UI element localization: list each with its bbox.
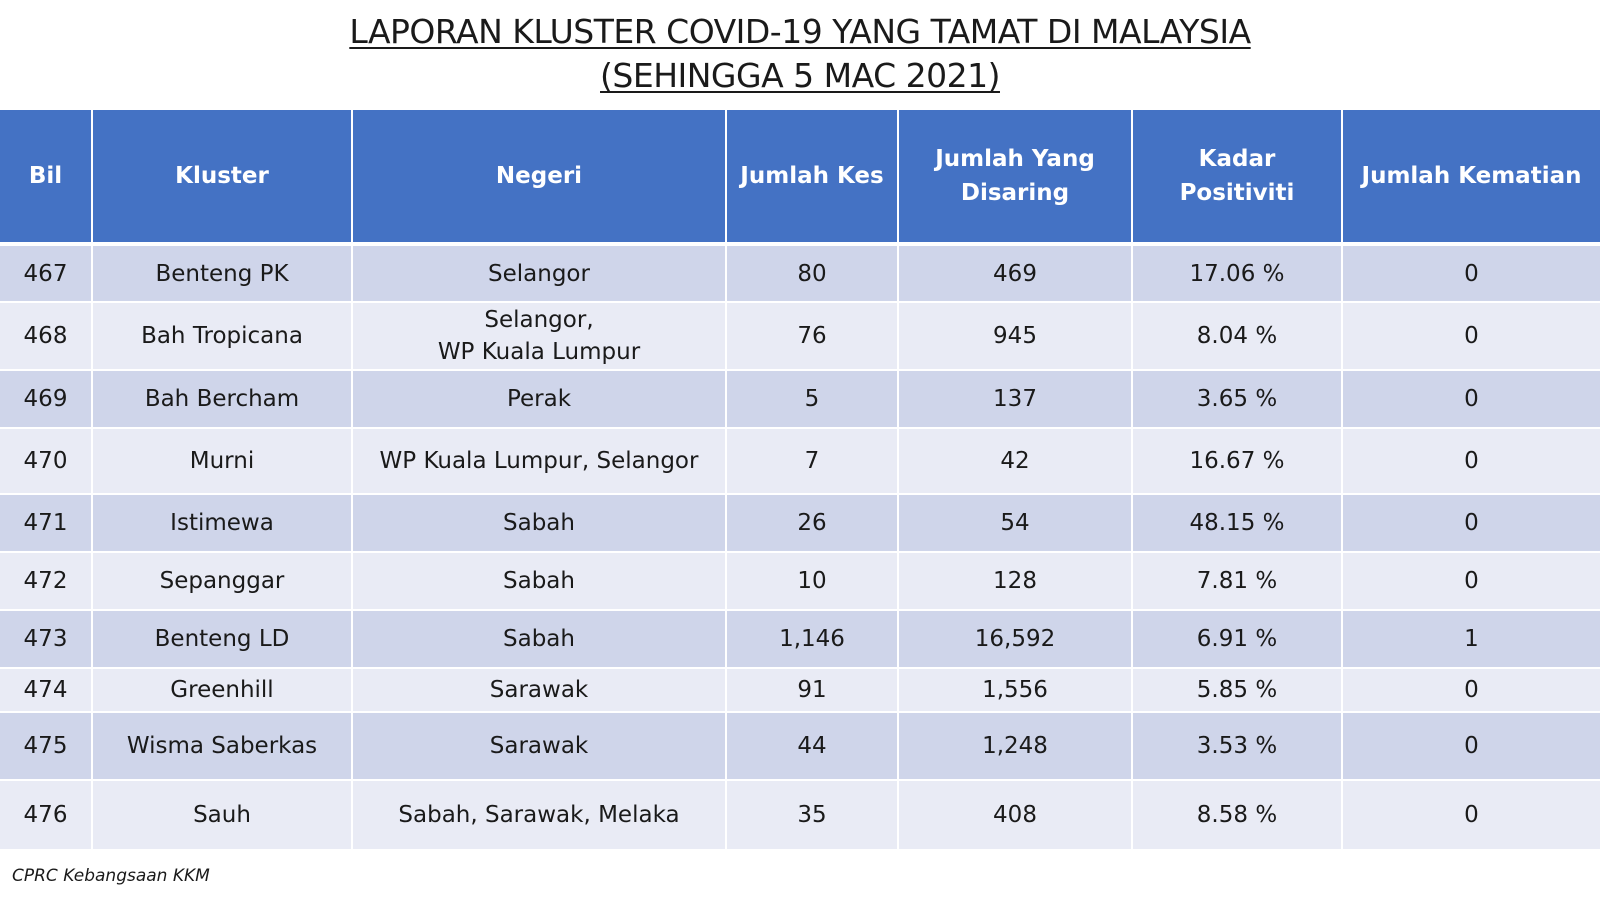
cell-jumlah-kematian: 0 bbox=[1342, 712, 1600, 781]
cell-kluster: Sepanggar bbox=[92, 552, 353, 611]
cell-negeri: Sabah bbox=[352, 552, 727, 611]
cell-bil: 476 bbox=[0, 780, 93, 851]
cell-kadar-positiviti: 17.06 % bbox=[1132, 244, 1343, 303]
cell-jumlah-kematian: 0 bbox=[1342, 668, 1600, 713]
cell-jumlah-kes: 44 bbox=[726, 712, 899, 781]
table-row: 470 Murni WP Kuala Lumpur, Selangor 7 42 16.6… bbox=[0, 428, 1600, 495]
table-row: 473 Benteng LD Sabah 1,146 16,592 6.91 % 1 bbox=[0, 610, 1600, 669]
cell-jumlah-kes: 1,146 bbox=[726, 610, 899, 669]
cell-kluster: Istimewa bbox=[92, 494, 353, 553]
cell-jumlah-kes: 80 bbox=[726, 244, 899, 303]
table-row: 476 Sauh Sabah, Sarawak, Melaka 35 408 8.58 %… bbox=[0, 780, 1600, 851]
cell-bil: 472 bbox=[0, 552, 93, 611]
cell-kluster: Sauh bbox=[92, 780, 353, 851]
cell-kadar-positiviti: 3.65 % bbox=[1132, 370, 1343, 429]
cell-kadar-positiviti: 8.04 % bbox=[1132, 302, 1343, 371]
cell-bil: 475 bbox=[0, 712, 93, 781]
col-header-jumlah-kes: Jumlah Kes bbox=[726, 110, 899, 246]
cell-kluster: Wisma Saberkas bbox=[92, 712, 353, 781]
cell-bil: 467 bbox=[0, 244, 93, 303]
cell-jumlah-kes: 76 bbox=[726, 302, 899, 371]
cell-bil: 470 bbox=[0, 428, 93, 495]
cell-jumlah-kes: 5 bbox=[726, 370, 899, 429]
cell-jumlah-disaring: 408 bbox=[898, 780, 1133, 851]
table-body: 467 Benteng PK Selangor 80 469 17.06 % 0 468 Bah… bbox=[0, 244, 1600, 851]
cell-jumlah-kematian: 0 bbox=[1342, 244, 1600, 303]
table-row: 472 Sepanggar Sabah 10 128 7.81 % 0 bbox=[0, 552, 1600, 611]
table-row: 474 Greenhill Sarawak 91 1,556 5.85 % 0 bbox=[0, 668, 1600, 713]
report-title: LAPORAN KLUSTER COVID-19 YANG TAMAT DI M… bbox=[0, 10, 1600, 98]
cell-jumlah-kematian: 0 bbox=[1342, 302, 1600, 371]
title-line-1: LAPORAN KLUSTER COVID-19 YANG TAMAT DI M… bbox=[349, 12, 1251, 51]
title-line-2: (SEHINGGA 5 MAC 2021) bbox=[600, 56, 1000, 95]
cell-negeri: Selangor, WP Kuala Lumpur bbox=[352, 302, 727, 371]
cell-negeri: WP Kuala Lumpur, Selangor bbox=[352, 428, 727, 495]
col-header-negeri: Negeri bbox=[352, 110, 727, 246]
table-header-row: Bil Kluster Negeri Jumlah Kes Jumlah Yan… bbox=[0, 110, 1600, 246]
cell-jumlah-disaring: 1,556 bbox=[898, 668, 1133, 713]
cell-kadar-positiviti: 6.91 % bbox=[1132, 610, 1343, 669]
cell-jumlah-kes: 35 bbox=[726, 780, 899, 851]
cell-kluster: Murni bbox=[92, 428, 353, 495]
cell-negeri: Sabah, Sarawak, Melaka bbox=[352, 780, 727, 851]
cell-jumlah-kematian: 0 bbox=[1342, 494, 1600, 553]
cell-kadar-positiviti: 16.67 % bbox=[1132, 428, 1343, 495]
cell-jumlah-kematian: 0 bbox=[1342, 370, 1600, 429]
table-row: 468 Bah Tropicana Selangor, WP Kuala Lumpu… bbox=[0, 302, 1600, 371]
cell-kadar-positiviti: 3.53 % bbox=[1132, 712, 1343, 781]
source-footer: CPRC Kebangsaan KKM bbox=[12, 866, 210, 886]
cell-negeri: Selangor bbox=[352, 244, 727, 303]
col-header-jumlah-disaring: Jumlah Yang Disaring bbox=[898, 110, 1133, 246]
col-header-kluster: Kluster bbox=[92, 110, 353, 246]
table-row: 467 Benteng PK Selangor 80 469 17.06 % 0 bbox=[0, 244, 1600, 303]
cell-negeri: Sabah bbox=[352, 494, 727, 553]
cell-kluster: Greenhill bbox=[92, 668, 353, 713]
cell-jumlah-disaring: 42 bbox=[898, 428, 1133, 495]
cell-kadar-positiviti: 7.81 % bbox=[1132, 552, 1343, 611]
cell-kluster: Bah Tropicana bbox=[92, 302, 353, 371]
cell-jumlah-kematian: 1 bbox=[1342, 610, 1600, 669]
col-header-bil: Bil bbox=[0, 110, 93, 246]
cell-kadar-positiviti: 8.58 % bbox=[1132, 780, 1343, 851]
cell-jumlah-disaring: 469 bbox=[898, 244, 1133, 303]
cell-kluster: Benteng LD bbox=[92, 610, 353, 669]
cell-kadar-positiviti: 5.85 % bbox=[1132, 668, 1343, 713]
cell-jumlah-kes: 7 bbox=[726, 428, 899, 495]
cell-jumlah-kes: 91 bbox=[726, 668, 899, 713]
cell-jumlah-kematian: 0 bbox=[1342, 780, 1600, 851]
cell-kluster: Bah Bercham bbox=[92, 370, 353, 429]
cell-jumlah-disaring: 1,248 bbox=[898, 712, 1133, 781]
cluster-table: Bil Kluster Negeri Jumlah Kes Jumlah Yan… bbox=[0, 110, 1600, 851]
cell-negeri: Perak bbox=[352, 370, 727, 429]
cell-jumlah-disaring: 16,592 bbox=[898, 610, 1133, 669]
col-header-jumlah-kematian: Jumlah Kematian bbox=[1342, 110, 1600, 246]
cell-jumlah-kes: 26 bbox=[726, 494, 899, 553]
table-row: 475 Wisma Saberkas Sarawak 44 1,248 3.53 % 0 bbox=[0, 712, 1600, 781]
cell-kluster: Benteng PK bbox=[92, 244, 353, 303]
cell-bil: 471 bbox=[0, 494, 93, 553]
table-row: 471 Istimewa Sabah 26 54 48.15 % 0 bbox=[0, 494, 1600, 553]
cell-jumlah-disaring: 128 bbox=[898, 552, 1133, 611]
cell-kadar-positiviti: 48.15 % bbox=[1132, 494, 1343, 553]
cell-jumlah-disaring: 945 bbox=[898, 302, 1133, 371]
cell-bil: 469 bbox=[0, 370, 93, 429]
cell-negeri: Sarawak bbox=[352, 712, 727, 781]
col-header-kadar-positiviti: Kadar Positiviti bbox=[1132, 110, 1343, 246]
table-row: 469 Bah Bercham Perak 5 137 3.65 % 0 bbox=[0, 370, 1600, 429]
cell-negeri: Sabah bbox=[352, 610, 727, 669]
cell-bil: 473 bbox=[0, 610, 93, 669]
cell-jumlah-disaring: 54 bbox=[898, 494, 1133, 553]
cell-jumlah-kematian: 0 bbox=[1342, 428, 1600, 495]
cell-jumlah-disaring: 137 bbox=[898, 370, 1133, 429]
cell-jumlah-kes: 10 bbox=[726, 552, 899, 611]
cell-bil: 468 bbox=[0, 302, 93, 371]
cell-bil: 474 bbox=[0, 668, 93, 713]
cell-negeri: Sarawak bbox=[352, 668, 727, 713]
cell-jumlah-kematian: 0 bbox=[1342, 552, 1600, 611]
